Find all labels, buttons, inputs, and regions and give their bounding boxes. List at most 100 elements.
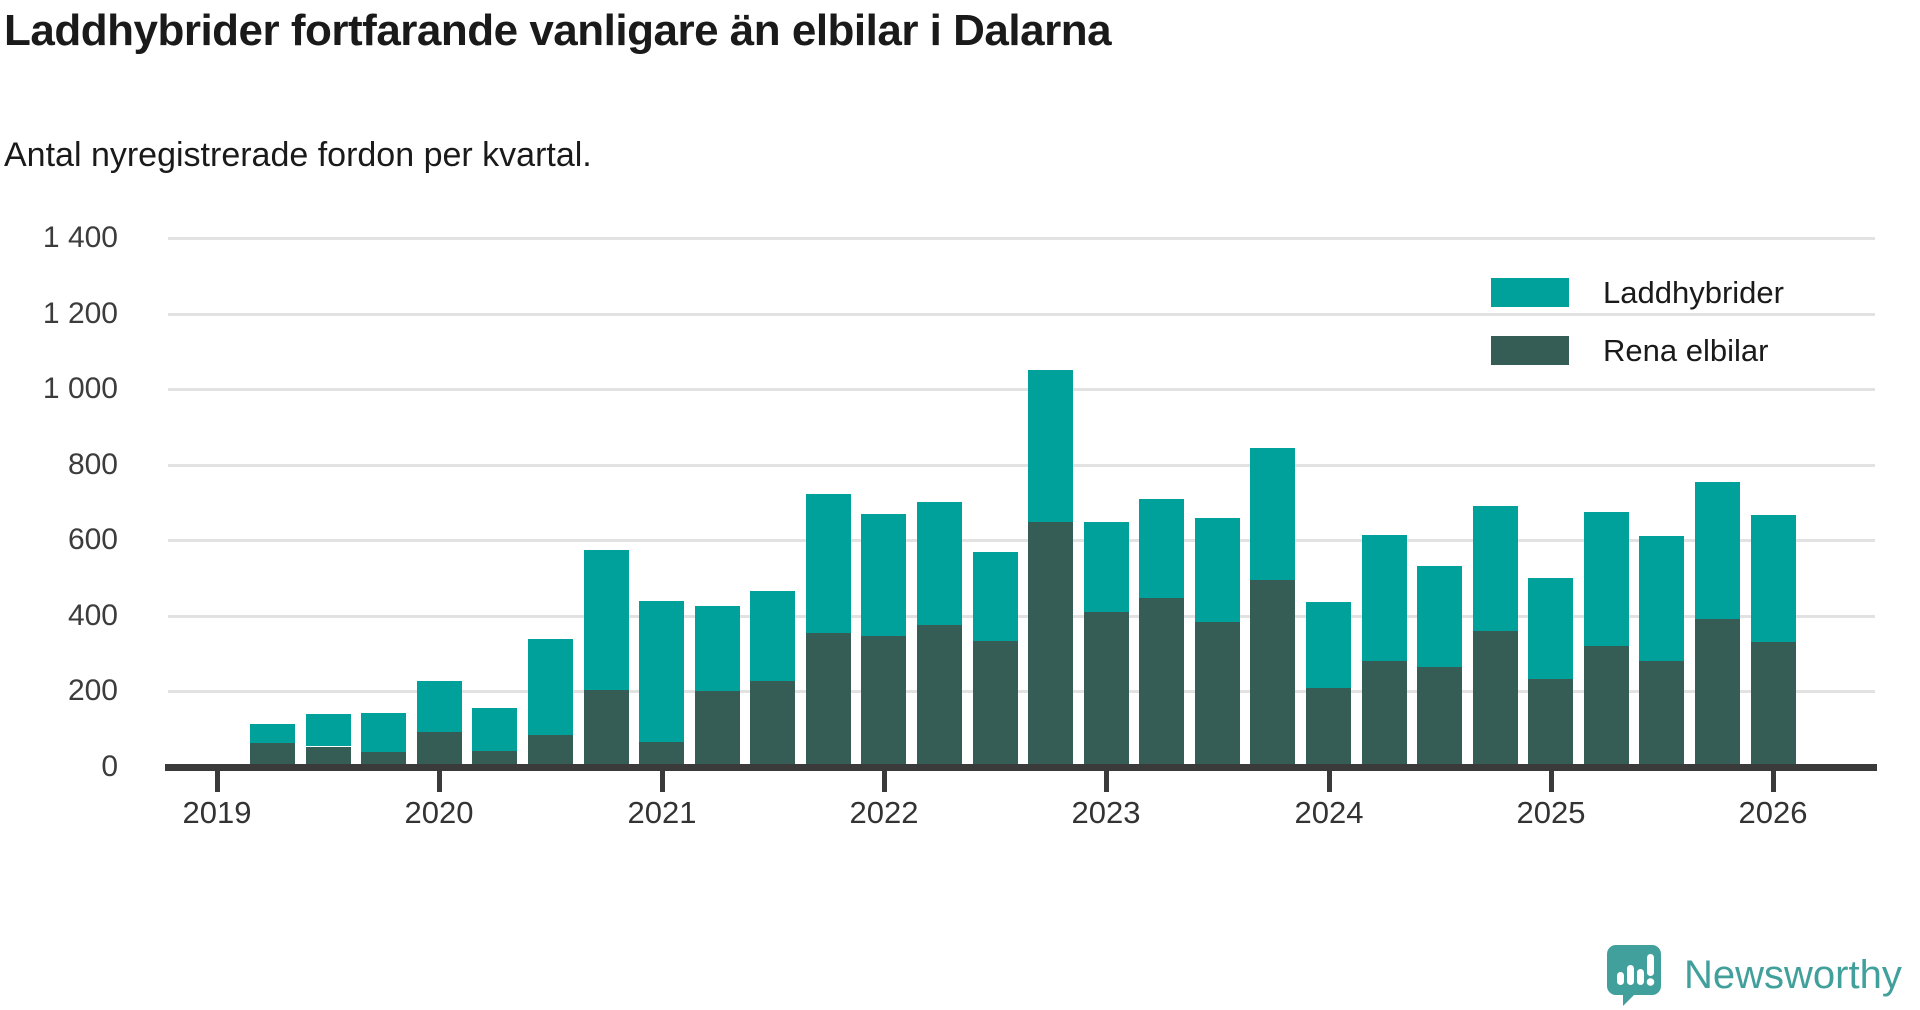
x-axis-tick bbox=[1104, 771, 1109, 792]
bar-segment-rena-elbilar bbox=[750, 681, 795, 767]
y-axis-tick-label: 600 bbox=[67, 523, 118, 556]
bar-segment-laddhybrider bbox=[1528, 578, 1573, 679]
legend-label-rena-elbilar: Rena elbilar bbox=[1603, 332, 1769, 368]
bar-segment-rena-elbilar bbox=[973, 641, 1018, 767]
bar-segment-rena-elbilar bbox=[250, 743, 295, 767]
bar-segment-laddhybrider bbox=[973, 552, 1018, 642]
x-axis-tick-label: 2020 bbox=[404, 795, 474, 830]
y-axis-tick-label: 0 bbox=[101, 750, 118, 783]
bar-segment-rena-elbilar bbox=[1139, 598, 1184, 767]
legend-swatch-laddhybrider bbox=[1491, 277, 1569, 307]
bar-segment-laddhybrider bbox=[306, 714, 351, 746]
bar-segment-rena-elbilar bbox=[1751, 642, 1796, 767]
newsworthy-speech-bubble-chart-icon bbox=[1607, 945, 1661, 1006]
bar-segment-laddhybrider bbox=[1695, 482, 1740, 619]
bar-segment-laddhybrider bbox=[584, 550, 629, 690]
legend-swatch-rena-elbilar bbox=[1491, 335, 1569, 365]
gridline bbox=[168, 313, 1875, 316]
bar-segment-laddhybrider bbox=[250, 724, 295, 744]
gridline bbox=[168, 237, 1875, 240]
y-axis-tick-label: 800 bbox=[67, 448, 118, 481]
bar-segment-rena-elbilar bbox=[806, 633, 851, 767]
bar-segment-laddhybrider bbox=[1084, 522, 1129, 612]
bar-segment-laddhybrider bbox=[417, 681, 462, 732]
bar-segment-rena-elbilar bbox=[861, 636, 906, 767]
bar-segment-laddhybrider bbox=[695, 606, 740, 691]
x-axis-tick-label: 2025 bbox=[1516, 795, 1586, 830]
bar-segment-rena-elbilar bbox=[1473, 631, 1518, 767]
bar-segment-rena-elbilar bbox=[472, 751, 517, 767]
y-axis-tick-label: 400 bbox=[67, 599, 118, 632]
bar-segment-rena-elbilar bbox=[1028, 522, 1073, 767]
y-axis-tick-label: 1 400 bbox=[42, 221, 118, 254]
bar-segment-laddhybrider bbox=[806, 494, 851, 633]
bar-segment-rena-elbilar bbox=[361, 752, 406, 767]
y-axis-tick-label: 1 000 bbox=[42, 372, 118, 405]
bar-segment-laddhybrider bbox=[639, 601, 684, 742]
x-axis-tick bbox=[1327, 771, 1332, 792]
bar-segment-laddhybrider bbox=[1584, 512, 1629, 646]
x-axis-tick bbox=[215, 771, 220, 792]
bar-segment-laddhybrider bbox=[917, 502, 962, 625]
bar-segment-rena-elbilar bbox=[1695, 619, 1740, 767]
gridline bbox=[168, 615, 1875, 618]
bar-segment-laddhybrider bbox=[1306, 602, 1351, 688]
legend-item-rena-elbilar: Rena elbilar bbox=[1491, 334, 1784, 366]
newsworthy-branding: Newsworthy bbox=[1606, 944, 1902, 1006]
bar-segment-rena-elbilar bbox=[1084, 612, 1129, 767]
x-axis-tick-label: 2021 bbox=[627, 795, 697, 830]
x-axis-tick bbox=[437, 771, 442, 792]
bar-segment-rena-elbilar bbox=[306, 747, 351, 767]
bar-segment-laddhybrider bbox=[861, 514, 906, 636]
bar-segment-rena-elbilar bbox=[917, 625, 962, 767]
bar-segment-rena-elbilar bbox=[417, 732, 462, 767]
x-axis-tick-label: 2024 bbox=[1294, 795, 1364, 830]
legend-label-laddhybrider: Laddhybrider bbox=[1603, 274, 1784, 310]
newsworthy-logo-text: Newsworthy bbox=[1684, 953, 1902, 997]
x-axis-tick-label: 2023 bbox=[1071, 795, 1141, 830]
bar-segment-rena-elbilar bbox=[1584, 646, 1629, 767]
bar-segment-rena-elbilar bbox=[1195, 622, 1240, 767]
x-axis-tick bbox=[882, 771, 887, 792]
x-axis-tick bbox=[1549, 771, 1554, 792]
bar-segment-laddhybrider bbox=[1028, 370, 1073, 522]
bar-segment-rena-elbilar bbox=[1417, 667, 1462, 767]
x-axis-tick-label: 2022 bbox=[849, 795, 919, 830]
bar-segment-laddhybrider bbox=[1473, 506, 1518, 631]
bar-segment-rena-elbilar bbox=[1362, 661, 1407, 767]
bar-segment-rena-elbilar bbox=[528, 735, 573, 767]
bar-segment-rena-elbilar bbox=[1250, 580, 1295, 767]
bar-segment-rena-elbilar bbox=[1639, 661, 1684, 767]
chart-subtitle: Antal nyregistrerade fordon per kvartal. bbox=[4, 136, 592, 174]
gridline bbox=[168, 388, 1875, 391]
gridline bbox=[168, 464, 1875, 467]
legend-item-laddhybrider: Laddhybrider bbox=[1491, 276, 1784, 308]
bar-segment-rena-elbilar bbox=[584, 690, 629, 767]
x-axis-tick bbox=[660, 771, 665, 792]
bar-segment-laddhybrider bbox=[1195, 518, 1240, 622]
x-axis-line bbox=[165, 764, 1877, 771]
bar-segment-laddhybrider bbox=[528, 639, 573, 735]
bar-segment-laddhybrider bbox=[472, 708, 517, 751]
bar-segment-laddhybrider bbox=[1362, 535, 1407, 661]
gridline bbox=[168, 690, 1875, 693]
bar-segment-rena-elbilar bbox=[695, 691, 740, 767]
bar-segment-laddhybrider bbox=[1417, 566, 1462, 667]
chart-title: Laddhybrider fortfarande vanligare än el… bbox=[4, 6, 1112, 55]
bar-segment-laddhybrider bbox=[1250, 448, 1295, 581]
legend: Laddhybrider Rena elbilar bbox=[1491, 276, 1784, 392]
bar-segment-rena-elbilar bbox=[1528, 679, 1573, 767]
bar-segment-laddhybrider bbox=[361, 713, 406, 752]
bar-segment-laddhybrider bbox=[750, 591, 795, 681]
bar-segment-rena-elbilar bbox=[1306, 688, 1351, 767]
y-axis-tick-label: 200 bbox=[67, 674, 118, 707]
x-axis-tick bbox=[1771, 771, 1776, 792]
bar-segment-laddhybrider bbox=[1639, 536, 1684, 661]
y-axis-tick-label: 1 200 bbox=[42, 297, 118, 330]
bar-segment-rena-elbilar bbox=[639, 742, 684, 767]
bar-segment-laddhybrider bbox=[1751, 515, 1796, 642]
x-axis-tick-label: 2026 bbox=[1738, 795, 1808, 830]
gridline bbox=[168, 539, 1875, 542]
x-axis-tick-label: 2019 bbox=[182, 795, 252, 830]
